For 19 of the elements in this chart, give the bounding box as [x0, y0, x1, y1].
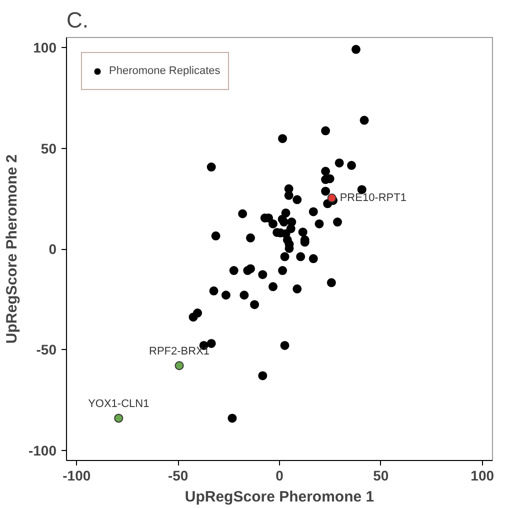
annotation: PRE10-RPT1	[340, 192, 406, 204]
point	[174, 361, 184, 370]
y-tick-label: 100	[33, 40, 57, 56]
point	[114, 414, 124, 423]
y-tick-label: 0	[48, 241, 57, 257]
y-axis-title: UpRegScore Pheromone 2	[3, 154, 20, 344]
x-tick-label: -50	[168, 468, 188, 484]
x-tick-label: -100	[62, 468, 91, 484]
x-tick-label: 0	[276, 468, 284, 484]
x-tick-label: 100	[470, 468, 494, 484]
x-axis-title: UpRegScore Pheromone 1	[184, 488, 374, 506]
y-tick-label: -50	[36, 342, 57, 358]
y-tick-label: -100	[28, 442, 57, 458]
legend-label: Pheromone Replicates	[109, 65, 220, 77]
x-tick-label: 50	[373, 468, 389, 484]
chart-title: C.	[66, 8, 88, 32]
annotation: RPF2-BRX1	[149, 346, 210, 358]
annotation: YOX1-CLN1	[88, 398, 150, 410]
y-tick-label: 50	[40, 140, 57, 156]
